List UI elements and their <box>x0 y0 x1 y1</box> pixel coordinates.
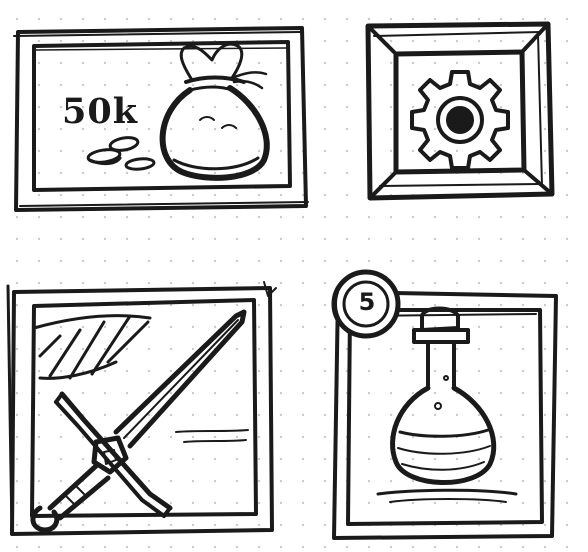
potion-flask-icon <box>376 306 518 503</box>
money-bag-icon <box>159 42 270 181</box>
potion-count: 5 <box>358 288 376 316</box>
money-tile[interactable]: 50k <box>6 20 314 216</box>
weapon-tile[interactable] <box>0 281 280 538</box>
count-badge-circle <box>331 269 401 339</box>
potion-count-badge: 5 <box>328 266 406 344</box>
money-amount: 50k <box>62 91 138 132</box>
coin-stack-icon <box>86 136 156 171</box>
settings-tile[interactable] <box>360 20 560 204</box>
settings-tile-frame <box>365 21 555 201</box>
sword-icon <box>30 309 247 533</box>
money-tile-frame <box>13 26 309 212</box>
weapon-tile-frame <box>6 281 277 536</box>
potion-tile[interactable]: 5 <box>328 266 560 544</box>
gear-icon <box>410 70 510 170</box>
